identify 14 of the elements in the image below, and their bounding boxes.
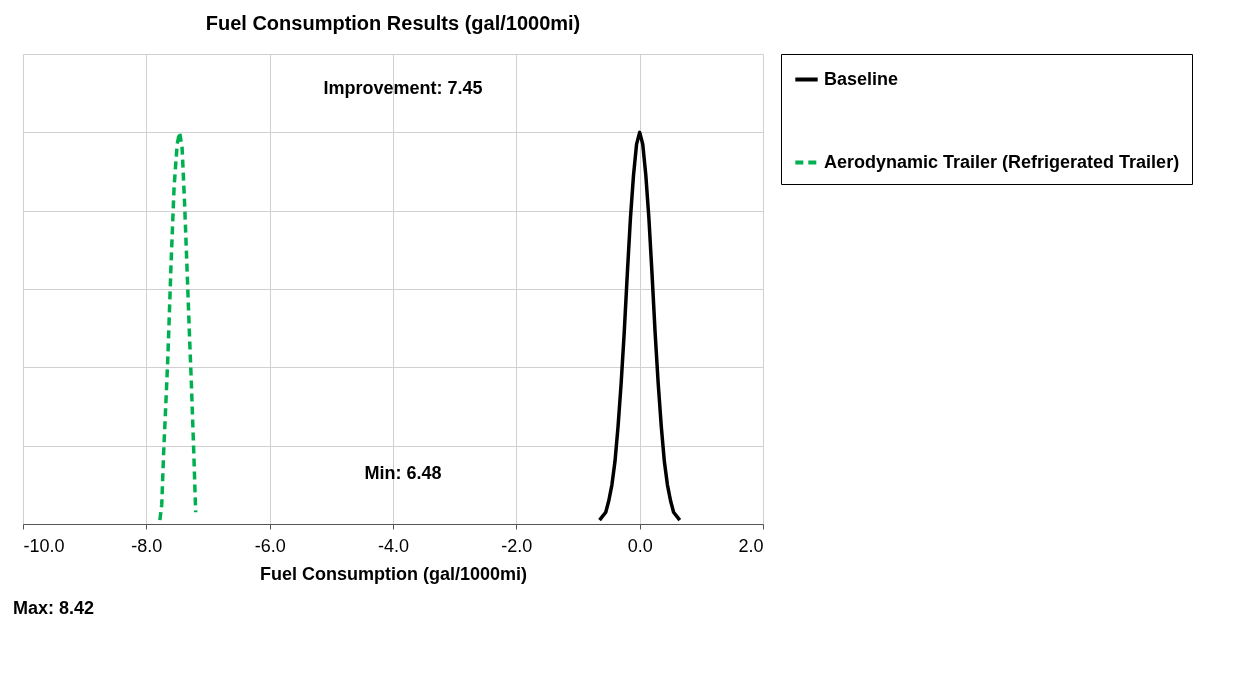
x-tick-label: -6.0 [254, 535, 286, 556]
x-axis-title: Fuel Consumption (gal/1000mi) [259, 563, 528, 584]
annotation: Min: 6.48 [364, 463, 442, 483]
x-tick-label: -10.0 [23, 535, 65, 556]
text: Max: 8.42 [13, 598, 95, 618]
x-tick-label: -8.0 [131, 535, 163, 556]
text: Improvement: 7.45 [323, 78, 483, 98]
x-tick-label: 2.0 [738, 535, 764, 556]
chart-title: Fuel Consumption Results (gal/1000mi) [205, 11, 581, 34]
x-tick-label: 0.0 [627, 535, 653, 556]
x-tick-label: -4.0 [377, 535, 410, 556]
x-tick-label: -2.0 [501, 535, 533, 556]
legend-label: Aerodynamic Trailer (Refrigerated Trailer) [824, 151, 1180, 172]
legend-label: Baseline [824, 68, 899, 89]
